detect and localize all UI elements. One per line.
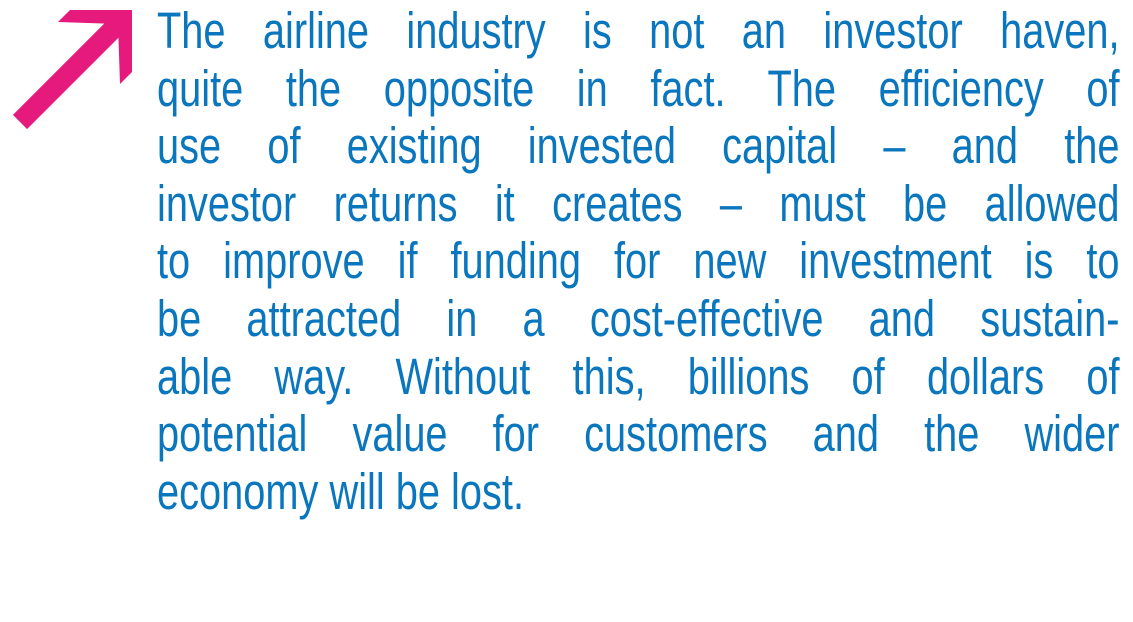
arrow-shaft (12, 16, 126, 130)
quote-line: able way. Without this, billions of doll… (157, 347, 1120, 405)
quote-line: use of existing invested capital – and t… (157, 117, 1120, 175)
quote-line: be attracted in a cost-effective and sus… (157, 289, 1120, 347)
quote-line: The airline industry is not an investor … (157, 2, 1120, 59)
quote-line: economy will be lost. (157, 462, 525, 520)
quote-line: quite the opposite in fact. The efficien… (157, 59, 1120, 117)
quote-line: to improve if funding for new investment… (157, 232, 1120, 290)
quote-line: investor returns it creates – must be al… (157, 174, 1120, 232)
quote: The airline industry is not an investor … (157, 2, 1120, 520)
quote-line: potential value for customers and the wi… (157, 405, 1120, 463)
arrow-head (58, 10, 132, 84)
arrow-icon (12, 10, 132, 130)
